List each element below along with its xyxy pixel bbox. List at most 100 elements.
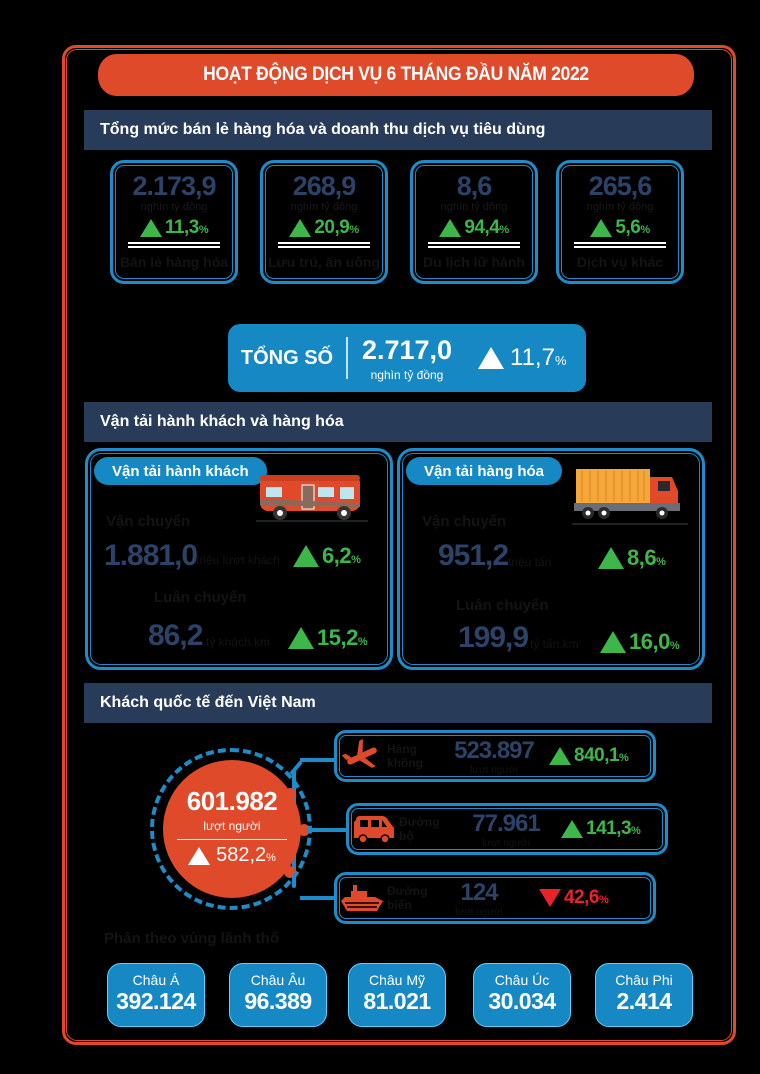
mode-name: biển [387, 898, 412, 912]
increase-arrow-icon [598, 547, 624, 569]
visitors-total-unit: lượt người [203, 819, 261, 833]
region-value: 30.034 [488, 988, 556, 1014]
page-title: HOẠT ĐỘNG DỊCH VỤ 6 THÁNG ĐẦU NĂM 2022 [97, 54, 695, 96]
percent-sign: % [349, 224, 359, 236]
increase-arrow-icon [561, 820, 583, 838]
mode-unit: lượt người [482, 837, 530, 849]
kpi-unit: nghìn tỷ đồng [140, 201, 208, 213]
region-value: 81.021 [363, 988, 431, 1014]
kpi-change: 11,3% [113, 217, 235, 239]
visitors-total-value: 601.982 [186, 786, 278, 816]
kpi-card-accommodation: 268,9 nghìn tỷ đồng 20,9% Lưu trú, ăn uố… [260, 160, 388, 284]
section-header-retail: Tổng mức bán lẻ hàng hóa và doanh thu dị… [84, 110, 712, 150]
percent-sign: % [351, 554, 361, 566]
visitors-total-badge: 601.982 lượt người 582,2% [163, 760, 301, 898]
region-card-america: Châu Mỹ 81.021 [348, 963, 446, 1027]
decrease-arrow-icon [539, 889, 561, 907]
percent-sign: % [669, 640, 680, 652]
region-name: Châu Á [132, 972, 180, 988]
connector-line [296, 828, 346, 832]
kpi-value: 265,6 [588, 171, 653, 201]
percent-sign: % [554, 353, 567, 368]
section-header-visitors: Khách quốc tế đến Việt Nam [84, 683, 712, 723]
divider [428, 242, 520, 248]
rotation-label: Luân chuyển [154, 589, 247, 606]
car-icon [354, 816, 394, 844]
kpi-card-retail-goods: 2.173,9 nghìn tỷ đồng 11,3% Bán lẻ hàng … [110, 160, 238, 284]
total-retail-card: TỔNG SỐ 2.717,0 nghìn tỷ đồng 11,7% [228, 324, 586, 392]
mode-name: Đường [387, 884, 428, 898]
divider [574, 242, 666, 248]
kpi-change: 5,6% [559, 217, 681, 239]
mode-change: 141,3% [561, 818, 641, 840]
change-value: 16,0 [629, 629, 670, 654]
mode-change: 42,6% [539, 887, 609, 909]
change-value: 840,1 [574, 745, 620, 766]
kpi-change: 94,4% [413, 217, 535, 239]
percent-sign: % [198, 224, 209, 236]
kpi-value: 268,9 [292, 171, 357, 201]
mode-value: 523.897 [454, 736, 535, 764]
increase-arrow-icon [590, 219, 613, 237]
increase-arrow-icon [289, 219, 312, 237]
connector-line [300, 896, 334, 900]
panel-title: Vận tải hàng hóa [406, 457, 563, 485]
kpi-change-value: 11,3 [164, 217, 199, 238]
rotation-unit: tỷ tấn.km [530, 637, 579, 651]
ship-icon [341, 885, 383, 911]
percent-sign: % [266, 852, 276, 864]
carried-unit: triệu tấn [508, 555, 552, 569]
change-value: 582,2 [216, 844, 267, 866]
visitor-mode-road: Đường bộ 77.961 lượt người 141,3% [346, 803, 668, 855]
region-name: Châu Âu [250, 972, 306, 988]
total-change: 11,7% [466, 344, 567, 372]
airplane-icon [342, 739, 377, 768]
total-change-value: 11,7 [510, 344, 555, 371]
mode-unit: lượt người [470, 764, 518, 776]
kpi-label: Lưu trú, ăn uống [267, 254, 380, 270]
region-card-europe: Châu Âu 96.389 [229, 963, 327, 1027]
carried-change: 8,6% [598, 545, 666, 571]
kpi-change-value: 94,4 [464, 217, 500, 238]
carried-change: 6,2% [293, 543, 361, 569]
rotation-label: Luân chuyển [456, 597, 549, 614]
increase-arrow-icon [439, 219, 462, 237]
kpi-unit: nghìn tỷ đồng [586, 201, 654, 213]
mode-name: không [387, 756, 423, 770]
region-heading: Phân theo vùng lãnh thổ [104, 930, 279, 947]
section-header-transport: Vận tải hành khách và hàng hóa [84, 402, 712, 442]
outer-frame [62, 45, 736, 1045]
change-value: 15,2 [317, 625, 358, 650]
visitors-total-ring [150, 748, 312, 910]
increase-arrow-icon [600, 631, 626, 653]
rotation-value: 86,2 [148, 619, 203, 652]
percent-sign: % [656, 556, 666, 568]
change-value: 42,6 [564, 887, 599, 908]
bus-icon [256, 475, 368, 522]
mode-name: Đường [399, 815, 440, 829]
rotation-change: 16,0% [600, 629, 680, 655]
increase-arrow-icon [549, 747, 571, 765]
mode-name: Hàng [387, 742, 417, 756]
total-unit: nghìn tỷ đồng [370, 367, 444, 382]
carried-label: Vận chuyển [106, 513, 191, 530]
percent-sign: % [598, 894, 609, 906]
outer-frame-inner [66, 49, 732, 1041]
panel-title: Vận tải hành khách [94, 457, 267, 485]
kpi-change-value: 20,9 [314, 217, 350, 238]
kpi-change: 20,9% [263, 217, 385, 239]
change-value: 8,6 [627, 545, 657, 570]
kpi-label: Du lịch lữ hành [423, 254, 525, 270]
kpi-card-other-services: 265,6 nghìn tỷ đồng 5,6% Dịch vụ khác [556, 160, 684, 284]
carried-value: 951,2 [438, 539, 509, 572]
mode-change: 840,1% [549, 745, 629, 767]
region-name: Châu Úc [494, 972, 550, 988]
mode-name: bộ [399, 829, 414, 843]
kpi-label: Bán lẻ hàng hóa [119, 254, 229, 270]
truck-icon [572, 469, 688, 525]
increase-arrow-icon [139, 219, 162, 237]
mode-value: 124 [460, 878, 498, 906]
percent-sign: % [631, 825, 641, 837]
rotation-unit: tỷ khách.km [206, 635, 271, 649]
rotation-value: 199,9 [458, 621, 529, 654]
